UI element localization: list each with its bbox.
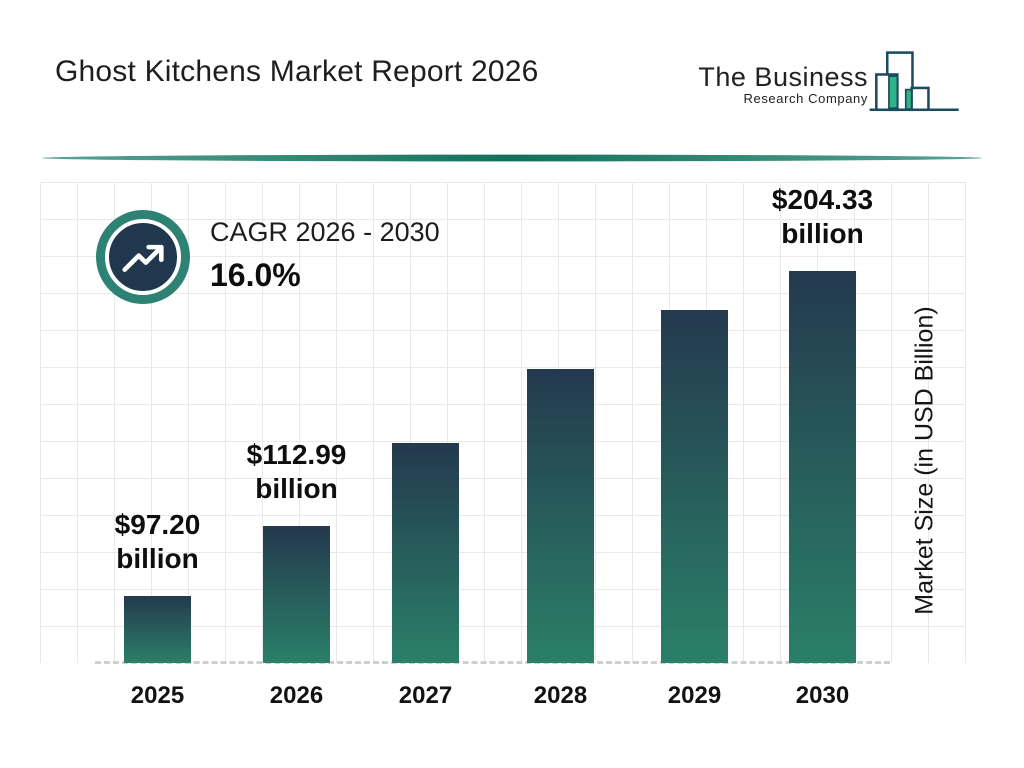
bar-chart-logo-icon bbox=[869, 51, 959, 112]
cagr-text-block: CAGR 2026 - 2030 16.0% bbox=[210, 216, 440, 295]
value-label-2026: $112.99 billion bbox=[246, 439, 347, 504]
x-axis-baseline bbox=[95, 661, 890, 664]
x-axis-label-2030: 2030 bbox=[795, 682, 850, 709]
cagr-badge-inner bbox=[105, 219, 181, 295]
x-axis-label-2027: 2027 bbox=[398, 682, 453, 709]
trending-up-icon bbox=[122, 244, 164, 272]
cagr-value: 16.0% bbox=[210, 257, 301, 293]
y-axis-title: Market Size (in USD Billion) bbox=[910, 306, 939, 615]
header-divider bbox=[42, 154, 982, 162]
bar-2028 bbox=[527, 369, 594, 663]
x-axis-label-2025: 2025 bbox=[130, 682, 185, 709]
page-title: Ghost Kitchens Market Report 2026 bbox=[55, 55, 539, 88]
bar-2029 bbox=[661, 310, 728, 663]
cagr-badge bbox=[96, 210, 190, 304]
company-logo-name: The Business bbox=[698, 62, 868, 92]
x-axis-label-2029: 2029 bbox=[667, 682, 722, 709]
company-logo-subtitle: Research Company bbox=[743, 91, 868, 106]
bar-2027 bbox=[392, 443, 459, 663]
bar-2030 bbox=[789, 271, 856, 663]
value-label-2030: $204.33 billion bbox=[771, 184, 874, 249]
x-axis-label-2026: 2026 bbox=[269, 682, 324, 709]
x-axis-label-2028: 2028 bbox=[533, 682, 588, 709]
company-logo: The Business Research Company bbox=[698, 40, 968, 114]
cagr-label: CAGR 2026 - 2030 bbox=[210, 217, 440, 247]
bar-2026 bbox=[263, 526, 330, 663]
value-label-2025: $97.20 billion bbox=[114, 509, 201, 574]
bar-2025 bbox=[124, 596, 191, 663]
company-logo-text: The Business Research Company bbox=[698, 63, 868, 114]
